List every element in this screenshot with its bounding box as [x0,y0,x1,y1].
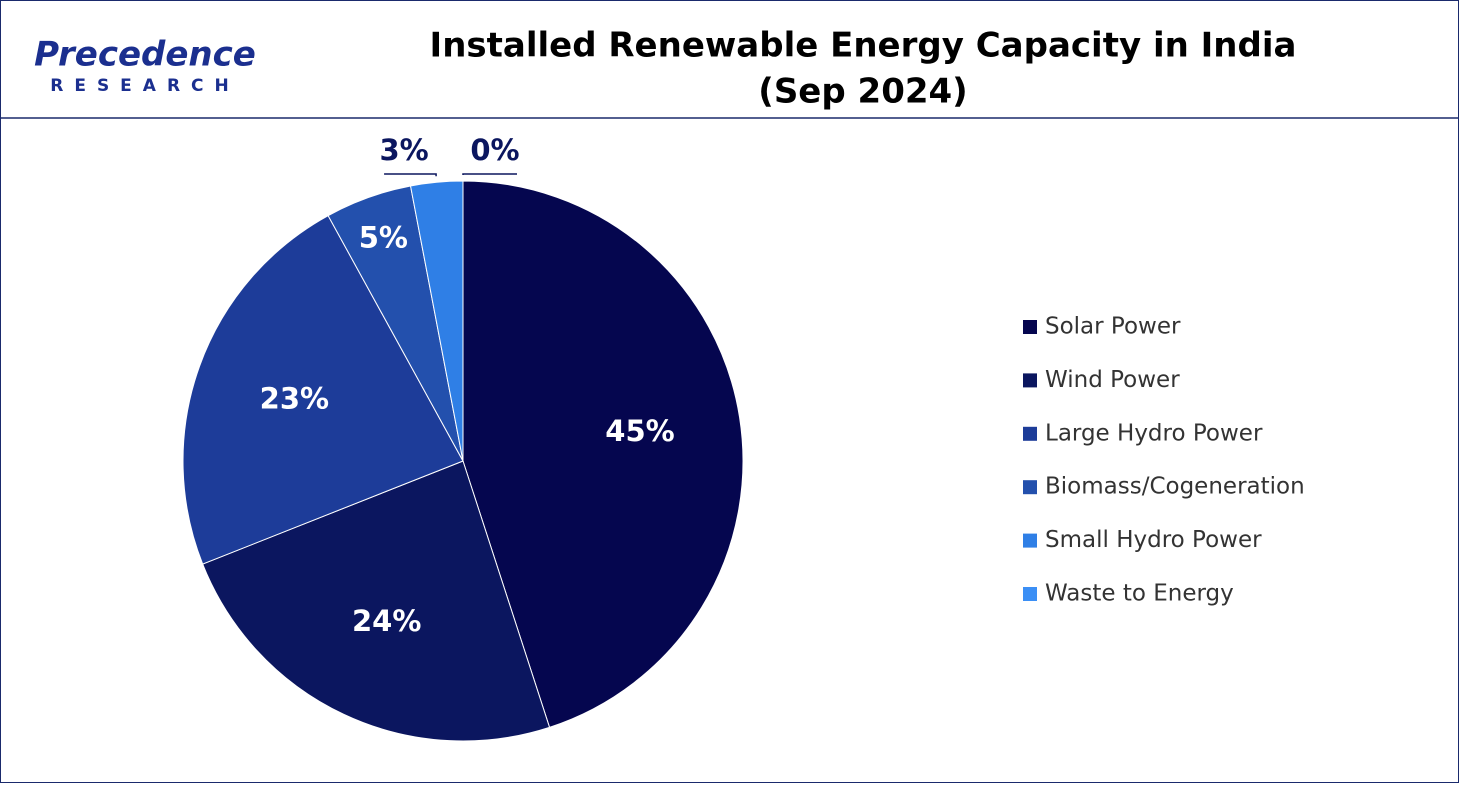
legend-swatch [1023,320,1037,334]
data-label: 5% [359,221,408,255]
legend-label: Wind Power [1045,367,1180,393]
chart-subtitle: (Sep 2024) [758,72,967,112]
leader-line [462,173,517,175]
legend-swatch [1023,533,1037,548]
legend-swatch [1023,373,1037,388]
legend-swatch [1023,480,1037,495]
data-label: 23% [260,381,329,415]
logo-tagline: RESEARCH [50,76,240,96]
legend-label: Biomass/Cogeneration [1045,474,1305,500]
leader-line [384,173,437,177]
legend-label: Waste to Energy [1045,581,1234,607]
legend-label: Small Hydro Power [1045,527,1262,553]
logo-name: Precedence [34,35,256,75]
chart-title: Installed Renewable Energy Capacity in I… [430,26,1297,66]
data-label: 3% [379,133,428,167]
legend-label: Large Hydro Power [1045,420,1263,446]
pie-slice [182,214,464,565]
legend-swatch [1023,426,1037,441]
data-label: 0% [470,133,519,167]
pie-slice [462,180,744,728]
data-label: 45% [605,414,674,448]
data-label: 24% [352,604,421,638]
pie-slice [202,460,551,742]
legend-swatch [1023,587,1037,601]
legend-label: Solar Power [1045,314,1181,340]
